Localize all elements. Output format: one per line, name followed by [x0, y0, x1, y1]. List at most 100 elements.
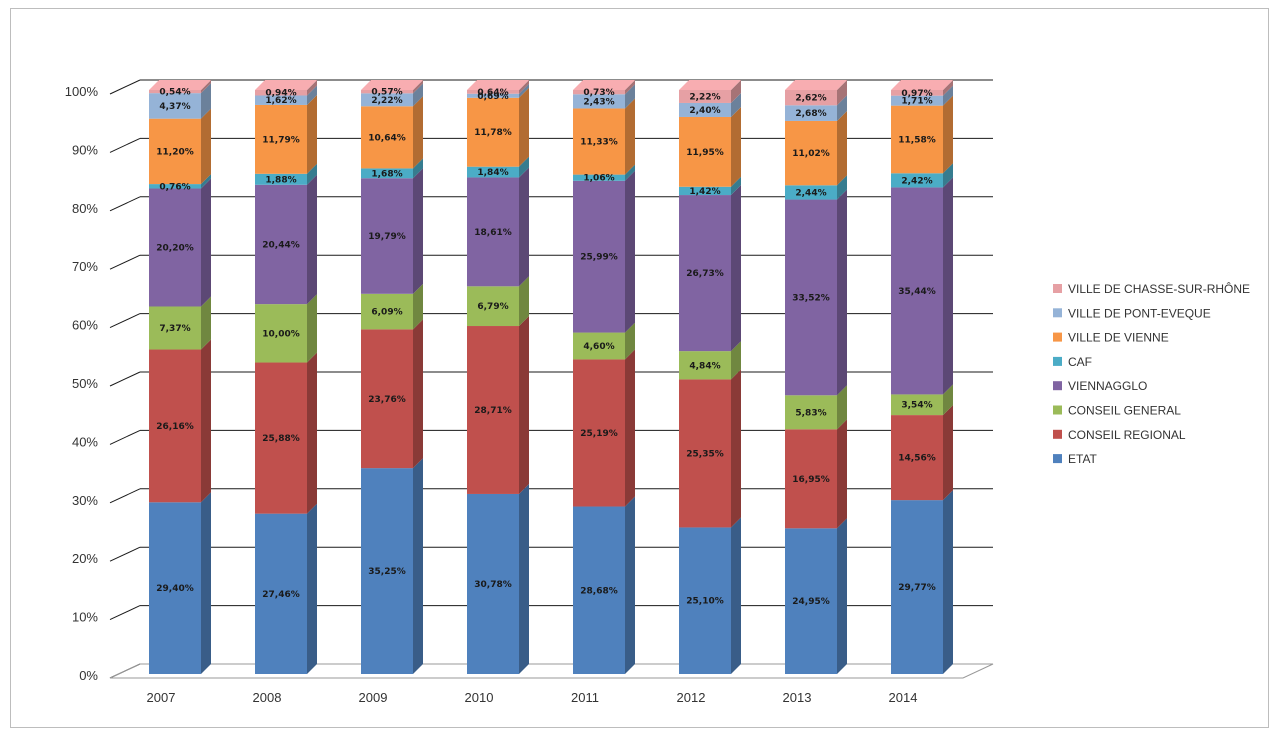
- legend-label: VIENNAGGLO: [1068, 379, 1147, 393]
- bar-conseil-general-2014: [891, 394, 943, 416]
- legend-label: VILLE DE CHASSE-SUR-RHÔNE: [1068, 281, 1250, 296]
- bar-conseil-general-2011: [573, 332, 625, 360]
- y-tick-label: 50%: [72, 376, 98, 391]
- legend-swatch: [1053, 429, 1062, 439]
- bar-etat-2009-side: [413, 458, 423, 674]
- bar-ville-de-vienne-2013-side: [837, 110, 847, 186]
- y-tick-label: 10%: [72, 610, 98, 625]
- gridline-side: [109, 79, 141, 95]
- data-label: 11,20%: [156, 147, 194, 157]
- bar-caf-2008-side: [307, 163, 317, 185]
- bar-ville-de-vienne-2008: [255, 104, 307, 174]
- data-label: 2,22%: [689, 92, 720, 102]
- data-label: 10,00%: [262, 329, 300, 339]
- bar-ville-de-vienne-2011-side: [625, 98, 635, 175]
- legend-swatch: [1053, 284, 1062, 293]
- bar-ville-de-vienne-2013: [785, 120, 837, 186]
- y-tick-label: 100%: [65, 84, 99, 99]
- bar-ville-de-pont-eveque-2010-side: [519, 83, 529, 98]
- data-label: 1,84%: [477, 168, 508, 178]
- data-label: 30,78%: [474, 580, 512, 590]
- bar-conseil-regional-2012-side: [731, 369, 741, 528]
- data-label: 25,19%: [580, 429, 618, 439]
- data-label: 2,40%: [689, 106, 720, 116]
- bar-ville-de-pont-eveque-2013-side: [837, 95, 847, 121]
- data-label: 0,94%: [265, 89, 296, 99]
- bar-ville-de-chasse-sur-rhone-2012-top: [679, 80, 741, 90]
- bar-conseil-general-2014-side: [943, 384, 953, 416]
- data-label: 10,64%: [368, 133, 406, 143]
- y-tick-label: 60%: [72, 318, 98, 333]
- legend-label: CONSEIL GENERAL: [1068, 404, 1181, 418]
- bar-viennagglo-2007-side: [201, 178, 211, 307]
- gridline-side: [109, 429, 141, 445]
- data-label: 33,52%: [792, 293, 830, 303]
- bar-viennagglo-2012: [679, 195, 731, 352]
- x-tick-label: 2010: [465, 690, 494, 705]
- bar-ville-de-pont-eveque-2009-side: [413, 83, 423, 107]
- data-label: 28,68%: [580, 586, 618, 596]
- bar-ville-de-vienne-2014: [891, 105, 943, 174]
- bar-ville-de-chasse-sur-rhone-2013-side: [837, 80, 847, 106]
- y-tick-label: 90%: [72, 142, 98, 157]
- bar-viennagglo-2008-side: [307, 174, 317, 305]
- bar-ville-de-chasse-sur-rhone-2014-side: [943, 80, 953, 96]
- x-tick-label: 2012: [677, 690, 706, 705]
- bar-conseil-general-2010-side: [519, 276, 529, 327]
- data-label: 25,99%: [580, 253, 618, 263]
- bar-caf-2012: [679, 186, 731, 196]
- data-label: 14,56%: [898, 454, 936, 464]
- bar-ville-de-chasse-sur-rhone-2009-side: [413, 80, 423, 94]
- bar-ville-de-pont-eveque-2012-side: [731, 92, 741, 117]
- legend-swatch: [1053, 308, 1062, 318]
- x-tick-label: 2007: [147, 690, 176, 705]
- bar-viennagglo-2008: [255, 184, 307, 305]
- bar-ville-de-pont-eveque-2008-side: [307, 85, 317, 105]
- bar-viennagglo-2014-side: [943, 177, 953, 395]
- data-label: 5,83%: [795, 408, 826, 418]
- bar-conseil-general-2011-side: [625, 322, 635, 360]
- bar-caf-2012-side: [731, 176, 741, 196]
- legend-label: ETAT: [1068, 452, 1098, 466]
- data-label: 2,68%: [795, 109, 826, 119]
- bar-etat-2009: [361, 468, 413, 674]
- bar-ville-de-chasse-sur-rhone-2008-top: [255, 80, 317, 90]
- bar-caf-2008: [255, 173, 307, 185]
- bar-conseil-regional-2013-side: [837, 419, 847, 529]
- bar-viennagglo-2011-side: [625, 170, 635, 333]
- bar-ville-de-chasse-sur-rhone-2010-side: [519, 80, 529, 94]
- x-tick-label: 2008: [253, 690, 282, 705]
- bar-etat-2010-side: [519, 483, 529, 674]
- data-label: 19,79%: [368, 232, 406, 242]
- y-tick-label: 70%: [72, 259, 98, 274]
- bar-ville-de-pont-eveque-2013: [785, 105, 837, 121]
- bar-viennagglo-2013-side: [837, 189, 847, 396]
- gridline-side: [109, 371, 141, 387]
- bar-caf-2009: [361, 168, 413, 179]
- bar-conseil-regional-2009-side: [413, 319, 423, 469]
- bar-ville-de-chasse-sur-rhone-2013-top: [785, 80, 847, 90]
- legend-label: CAF: [1068, 355, 1092, 369]
- data-label: 2,43%: [583, 97, 614, 107]
- bar-ville-de-chasse-sur-rhone-2007-top: [149, 80, 211, 90]
- legend-swatch: [1053, 381, 1062, 391]
- bar-ville-de-chasse-sur-rhone-2013: [785, 90, 837, 106]
- bar-etat-2012-side: [731, 517, 741, 674]
- data-label: 11,78%: [474, 128, 512, 138]
- bar-ville-de-pont-eveque-2011: [573, 94, 625, 109]
- bar-conseil-regional-2007-side: [201, 339, 211, 503]
- data-label: 1,06%: [583, 174, 614, 184]
- data-label: 26,73%: [686, 269, 724, 279]
- bar-etat-2014: [891, 500, 943, 674]
- data-label: 29,77%: [898, 583, 936, 593]
- data-label: 1,71%: [901, 97, 932, 107]
- bar-ville-de-chasse-sur-rhone-2011-top: [573, 80, 635, 90]
- data-label: 2,22%: [371, 96, 402, 106]
- bar-caf-2007-side: [201, 174, 211, 189]
- bar-conseil-general-2009-side: [413, 283, 423, 330]
- bar-conseil-regional-2008: [255, 362, 307, 514]
- bar-viennagglo-2014: [891, 187, 943, 395]
- bar-viennagglo-2010: [467, 177, 519, 287]
- bar-ville-de-vienne-2007: [149, 118, 201, 185]
